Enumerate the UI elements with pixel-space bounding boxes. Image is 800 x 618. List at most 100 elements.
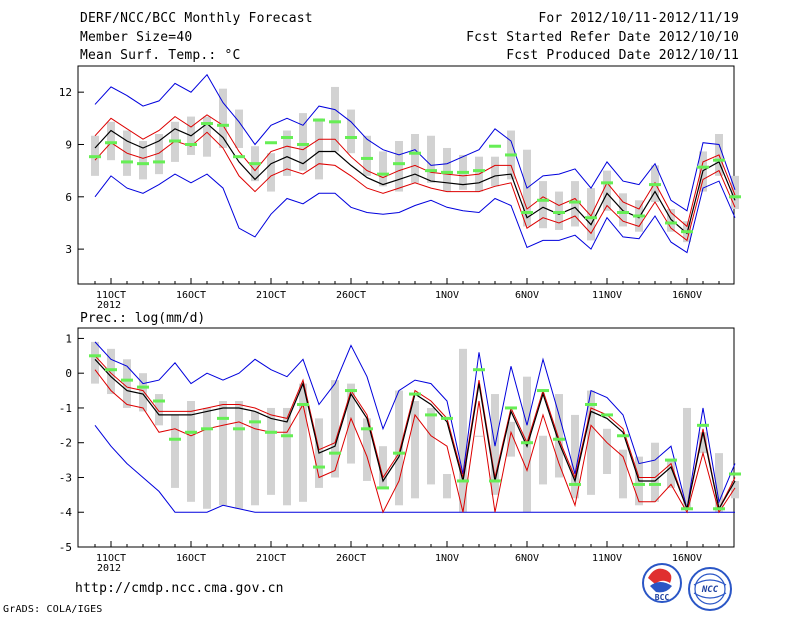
- temperature-obs-marker: [409, 151, 421, 155]
- temperature-xtick-label: 26OCT: [336, 290, 366, 301]
- precipitation-obs-marker: [361, 427, 373, 431]
- temperature-obs-marker: [377, 172, 389, 176]
- precipitation-obs-marker: [201, 427, 213, 431]
- temperature-obs-marker: [633, 214, 645, 218]
- precipitation-range-box: [123, 359, 131, 408]
- temperature-obs-marker: [153, 160, 165, 164]
- precipitation-obs-marker: [313, 465, 325, 469]
- temperature-range-box: [731, 175, 739, 210]
- temperature-obs-marker: [505, 153, 517, 157]
- temperature-obs-marker: [185, 142, 197, 146]
- temperature-range-box: [299, 113, 307, 171]
- temperature-xtick-label: 16NOV: [672, 290, 702, 301]
- precipitation-obs-marker: [393, 451, 405, 455]
- precipitation-obs-marker: [617, 434, 629, 438]
- temperature-frame: [77, 65, 735, 285]
- precipitation-obs-marker: [105, 368, 117, 372]
- precipitation-obs-marker: [681, 507, 693, 511]
- precipitation-range-box: [427, 407, 435, 485]
- precipitation-obs-marker: [729, 472, 741, 476]
- ncc-logo-text: NCC: [701, 585, 719, 595]
- precipitation-range-box: [667, 460, 675, 488]
- precipitation-obs-marker: [633, 482, 645, 486]
- precipitation-obs-marker: [377, 486, 389, 490]
- temperature-range-box: [235, 109, 243, 148]
- temperature-obs-marker: [697, 165, 709, 169]
- precipitation-obs-marker: [713, 507, 725, 511]
- temperature-obs-marker: [681, 230, 693, 234]
- temperature-range-box: [347, 109, 355, 154]
- precipitation-obs-marker: [265, 430, 277, 434]
- temperature-ytick-label: 12: [59, 86, 72, 99]
- precipitation-range-box: [411, 401, 419, 499]
- precipitation-range-box: [683, 407, 691, 509]
- temperature-obs-marker: [617, 210, 629, 214]
- precipitation-xtick-label: 11OCT: [96, 553, 126, 564]
- temperature-obs-marker: [121, 160, 133, 164]
- precipitation-range-box: [715, 453, 723, 513]
- temperature-obs-marker: [489, 144, 501, 148]
- temperature-ytick-label: 3: [65, 243, 72, 256]
- precipitation-lower-spread-line: [94, 369, 736, 514]
- temperature-xtick-label: 21OCT: [256, 290, 286, 301]
- forecast-produced-date: Fcst Produced Date 2012/10/11: [506, 48, 739, 63]
- precipitation-range-box: [651, 442, 659, 502]
- temperature-range-box: [587, 188, 595, 241]
- precipitation-range-box: [603, 428, 611, 474]
- precipitation-obs-marker: [505, 406, 517, 410]
- precipitation-ytick-label: 1: [65, 332, 72, 345]
- precipitation-xtick-label: 11NOV: [592, 553, 622, 564]
- temperature-obs-marker: [393, 162, 405, 166]
- precipitation-obs-marker: [297, 402, 309, 406]
- precipitation-ytick-label: -5: [59, 541, 72, 554]
- temperature-obs-marker: [217, 123, 229, 127]
- temperature-obs-marker: [441, 170, 453, 174]
- temperature-obs-marker: [105, 141, 117, 145]
- temperature-range-box: [571, 181, 579, 227]
- precip-panel-label: Prec.: log(mm/d): [80, 311, 205, 326]
- precipitation-ytick-label: -2: [59, 437, 72, 450]
- figure-title: DERF/NCC/BCC Monthly Forecast: [80, 11, 313, 26]
- precipitation-obs-marker: [137, 385, 149, 389]
- temperature-range-box: [363, 135, 371, 176]
- grads-credit: GrADS: COLA/IGES: [3, 604, 103, 615]
- source-url: http://cmdp.ncc.cma.gov.cn: [75, 581, 284, 596]
- temperature-range-box: [491, 156, 499, 187]
- precipitation-range-box: [395, 390, 403, 506]
- precipitation-range-box: [571, 414, 579, 499]
- bcc-logo-text: BCC: [655, 593, 670, 602]
- temperature-range-box: [219, 88, 227, 148]
- member-size-label: Member Size=40: [80, 30, 193, 45]
- precipitation-min-line: [94, 424, 735, 513]
- temperature-obs-marker: [137, 162, 149, 166]
- precipitation-obs-marker: [89, 354, 101, 358]
- temperature-obs-marker: [297, 142, 309, 146]
- precipitation-obs-marker: [121, 378, 133, 382]
- precipitation-range-box: [203, 407, 211, 509]
- precipitation-range-box: [251, 411, 259, 506]
- precipitation-range-box: [555, 394, 563, 478]
- temperature-obs-marker: [361, 156, 373, 160]
- precipitation-obs-marker: [537, 389, 549, 393]
- precipitation-range-box: [619, 449, 627, 499]
- temperature-range-box: [619, 193, 627, 227]
- temperature-range-box: [667, 209, 675, 232]
- precipitation-obs-marker: [249, 420, 261, 424]
- precipitation-range-box: [91, 341, 99, 384]
- temperature-obs-marker: [345, 136, 357, 140]
- precipitation-range-box: [459, 348, 467, 513]
- temperature-panel: 3 6 9 12 11OCT 16OCT 21OCT 26OCT 1NOV 6NOV 11NOV 16…: [59, 65, 741, 311]
- temperature-ytick-label: 6: [65, 191, 72, 204]
- precipitation-obs-marker: [217, 416, 229, 420]
- temperature-obs-marker: [585, 216, 597, 220]
- precipitation-range-box: [299, 383, 307, 502]
- precipitation-obs-marker: [281, 434, 293, 438]
- temperature-range-box: [107, 121, 115, 161]
- precipitation-obs-marker: [473, 368, 485, 372]
- precipitation-frame: [77, 327, 735, 548]
- precipitation-range-box: [379, 446, 387, 488]
- temperature-range-box: [411, 134, 419, 183]
- precipitation-obs-marker: [169, 437, 181, 441]
